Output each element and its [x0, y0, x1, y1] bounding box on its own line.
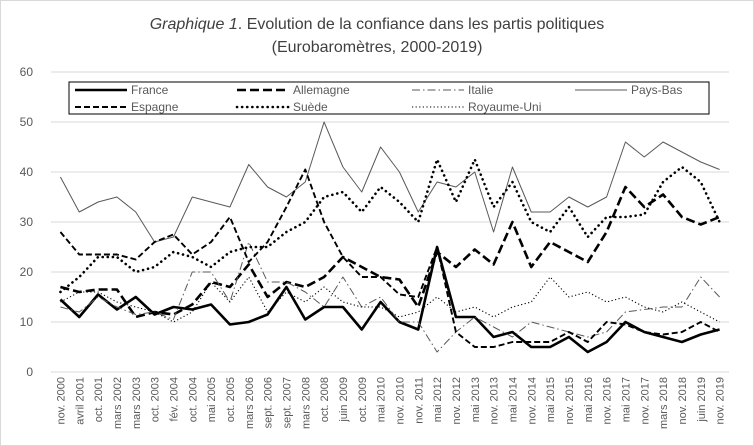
- y-tick-label: 20: [20, 265, 34, 279]
- x-tick-label: mai 2015: [545, 377, 557, 422]
- y-tick-label: 50: [20, 115, 34, 129]
- x-tick-label: avril 2001: [74, 377, 86, 425]
- x-tick-label: oct. 2005: [225, 377, 237, 422]
- series-line-royaume-uni: [60, 276, 720, 323]
- series-line-pays-bas: [59, 121, 720, 243]
- chart-title-prefix: Graphique 1: [150, 16, 238, 33]
- legend-label-espagne: Espagne: [131, 100, 179, 114]
- x-tick-label: juin 2019: [696, 377, 708, 423]
- x-tick-label: nov. 2014: [526, 377, 538, 425]
- series-line-italie: [60, 241, 720, 353]
- legend-label-su-de: Suède: [293, 100, 328, 114]
- y-tick-label: 40: [20, 165, 34, 179]
- x-tick-label: mai 2014: [507, 377, 519, 422]
- x-tick-label: mai 2005: [206, 377, 218, 422]
- x-tick-label: mars 2006: [244, 377, 256, 429]
- x-tick-label: sept. 2007: [281, 377, 293, 428]
- x-tick-label: nov. 2012: [451, 377, 463, 425]
- series-line-su-de: [59, 158, 721, 294]
- x-tick-label: nov. 2017: [639, 377, 651, 425]
- x-tick-label: nov. 2013: [489, 377, 501, 425]
- x-tick-label: mars 2018: [658, 377, 670, 429]
- legend-label-pays-bas: Pays-Bas: [631, 83, 682, 97]
- y-tick-label: 10: [20, 315, 34, 329]
- x-tick-label: oct. 2009: [357, 377, 369, 422]
- y-tick-label: 30: [20, 215, 34, 229]
- x-tick-label: mars 2002: [112, 377, 124, 429]
- series-line-allemagne: [60, 185, 721, 319]
- x-tick-label: sept. 2006: [263, 377, 275, 428]
- x-tick-label: fév. 2004: [168, 377, 180, 421]
- x-tick-label: mai 2016: [583, 377, 595, 422]
- x-tick-label: oct. 2003: [150, 377, 162, 422]
- x-tick-label: mai 2012: [432, 377, 444, 422]
- x-tick-label: mai 2013: [470, 377, 482, 422]
- chart-title: Graphique 1. Evolution de la confiance d…: [150, 16, 605, 33]
- x-tick-label: oct. 2008: [319, 377, 331, 422]
- series-line-france: [59, 245, 720, 354]
- x-tick-label: nov. 2015: [564, 377, 576, 425]
- y-tick-label: 0: [26, 365, 33, 379]
- legend-label-france: France: [131, 83, 169, 97]
- legend: France Allemagne Italie Pays-Bas Espagne Suèd…: [68, 81, 710, 115]
- x-tick-label: juin 2009: [338, 377, 350, 423]
- chart-title-rest: . Evolution de la confiance dans les par…: [238, 16, 604, 33]
- legend-label-allemagne: Allemagne: [293, 83, 350, 97]
- x-tick-label: mai 2010: [376, 377, 388, 422]
- legend-label-royaume-uni: Royaume-Uni: [468, 100, 541, 114]
- series-line-espagne: [59, 168, 721, 348]
- x-tick-label: nov. 2011: [413, 377, 425, 424]
- chart-subtitle: (Eurobaromètres, 2000-2019): [272, 39, 483, 56]
- x-tick-label: nov. 2010: [394, 377, 406, 425]
- x-tick-label: mars 2008: [300, 377, 312, 429]
- x-tick-label: nov. 2018: [677, 377, 689, 425]
- x-tick-label: oct. 2001: [93, 377, 105, 422]
- x-tick-label: mai 2017: [620, 377, 632, 422]
- y-tick-label: 60: [20, 65, 34, 79]
- x-tick-label: nov. 2000: [55, 377, 67, 425]
- x-tick-label: nov. 2016: [602, 377, 614, 425]
- legend-box: [68, 81, 710, 115]
- x-tick-label: oct. 2004: [187, 377, 199, 422]
- x-tick-label: mars 2003: [131, 377, 143, 429]
- legend-label-italie: Italie: [468, 83, 494, 97]
- x-tick-label: nov. 2019: [715, 377, 727, 425]
